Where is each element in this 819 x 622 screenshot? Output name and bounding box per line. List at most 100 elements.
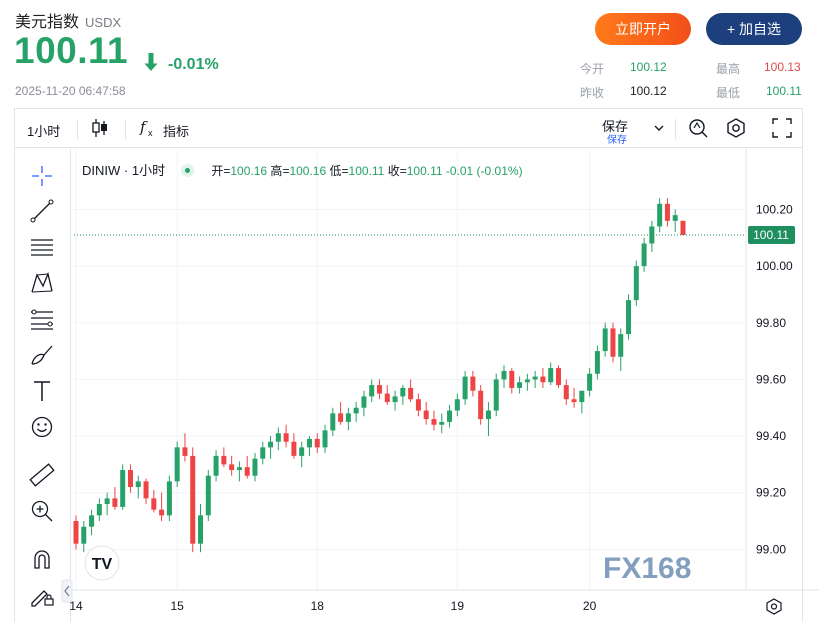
candle-style-icon[interactable] <box>91 118 109 138</box>
candle-body <box>89 515 95 527</box>
chart-legend: DINIW · 1小时 开=100.16 高=100.16 低=100.11 收… <box>82 160 523 179</box>
market-status-icon <box>180 164 194 177</box>
time-tick-label: 19 <box>451 599 465 613</box>
candle-body <box>454 399 460 411</box>
candle-body <box>353 407 359 414</box>
candle-body <box>190 455 196 544</box>
toolbar-divider <box>675 119 676 139</box>
watermark-text: FX168 <box>603 552 691 585</box>
price-tick-label: 99.20 <box>756 486 786 500</box>
legend-ohlc: 开=100.16 高=100.16 低=100.11 收=100.11 -0.0… <box>211 164 523 178</box>
candle-body <box>439 421 445 425</box>
save-sublabel: 保存 <box>607 135 627 146</box>
candle-body <box>260 447 266 459</box>
price-tick-label: 99.00 <box>756 542 786 556</box>
candle-body <box>275 433 281 442</box>
svg-text:TV: TV <box>92 556 113 573</box>
candle-body <box>120 470 126 507</box>
svg-text:x: x <box>148 128 153 138</box>
candle-body <box>555 368 561 386</box>
candle-body <box>252 458 258 476</box>
legend-separator: · <box>123 163 132 178</box>
emoji-icon[interactable] <box>28 413 56 441</box>
candle-body <box>112 498 118 507</box>
candle-body <box>384 393 390 403</box>
candle-body <box>618 334 624 357</box>
candle-body <box>330 413 336 431</box>
legend-high-value: 100.16 <box>289 164 327 178</box>
indicators-button[interactable]: 指标 <box>163 124 190 139</box>
interval-selector[interactable]: 1小时 <box>27 124 61 139</box>
legend-symbol[interactable]: DINIW <box>82 163 121 178</box>
prev-close-label: 昨收 <box>580 86 605 100</box>
candle-body <box>291 441 297 456</box>
candle-body <box>431 419 437 425</box>
today-open-value: 100.12 <box>630 60 667 74</box>
low-value: 100.11 <box>766 84 802 98</box>
candle-body <box>314 438 320 448</box>
time-tick-label: 18 <box>311 599 325 613</box>
trend-line-icon[interactable] <box>28 197 56 225</box>
chevron-down-icon[interactable] <box>653 123 665 133</box>
candle-body <box>610 328 616 357</box>
candle-body <box>415 399 421 411</box>
drawing-toolbar <box>15 149 71 622</box>
ruler-icon[interactable] <box>28 461 56 489</box>
svg-text:f: f <box>139 118 148 136</box>
prev-close-value: 100.12 <box>630 84 667 98</box>
quick-search-icon[interactable] <box>687 117 709 139</box>
add-favorite-button[interactable]: + 加自选 <box>706 13 802 45</box>
magnet-icon[interactable] <box>28 545 56 573</box>
watermark: FX168 <box>603 552 691 585</box>
candle-body <box>501 370 507 380</box>
candle-body <box>283 433 289 442</box>
candle-body <box>345 413 351 422</box>
candle-body <box>493 379 499 411</box>
time-tick-label: 14 <box>69 599 83 613</box>
candle-body <box>244 467 250 476</box>
price-tick-label: 100.00 <box>756 259 793 273</box>
crosshair-icon[interactable] <box>28 162 56 190</box>
open-account-button[interactable]: 立即开户 <box>595 13 691 45</box>
text-tool-icon[interactable] <box>28 377 56 405</box>
candle-body <box>680 220 686 235</box>
scroll-collapse-handle[interactable] <box>61 579 73 603</box>
candle-body <box>626 300 632 335</box>
high-label: 最高 <box>716 62 741 76</box>
chart-toolbar: 1小时 f x 指标 保存 保存 <box>15 109 802 148</box>
zoom-in-icon[interactable] <box>28 497 56 525</box>
candle-body <box>571 399 577 403</box>
candle-body <box>135 481 141 488</box>
candle-body <box>392 396 398 403</box>
legend-low-label: 低 <box>329 164 342 178</box>
horizontal-lines-icon[interactable] <box>28 233 56 261</box>
save-button[interactable]: 保存 <box>602 119 629 134</box>
tradingview-logo: TV <box>84 545 120 581</box>
candle-body <box>517 382 523 388</box>
last-price: 100.11 <box>14 30 129 71</box>
toolbar-divider <box>125 119 126 139</box>
settings-icon[interactable] <box>725 117 747 139</box>
lock-drawing-icon[interactable] <box>28 581 56 609</box>
candle-body <box>306 438 312 448</box>
candle-body <box>143 481 149 499</box>
brush-icon[interactable] <box>28 341 56 369</box>
pattern-icon[interactable] <box>28 269 56 297</box>
function-icon[interactable]: f x <box>139 118 157 138</box>
candle-body <box>563 385 569 400</box>
fullscreen-icon[interactable] <box>771 117 793 139</box>
candle-body <box>159 509 165 516</box>
fib-retracement-icon[interactable] <box>28 305 56 333</box>
candle-body <box>470 376 476 391</box>
candle-body <box>174 447 180 482</box>
candle-body <box>478 390 484 420</box>
candle-body <box>182 447 188 456</box>
chart-settings-icon[interactable] <box>766 598 782 615</box>
time-tick-label: 20 <box>583 599 597 613</box>
legend-close-value: 100.11 <box>406 164 443 178</box>
candle-body <box>338 413 344 422</box>
time-tick-label: 15 <box>170 599 184 613</box>
candle-body <box>579 390 585 403</box>
candle-body <box>229 464 235 471</box>
